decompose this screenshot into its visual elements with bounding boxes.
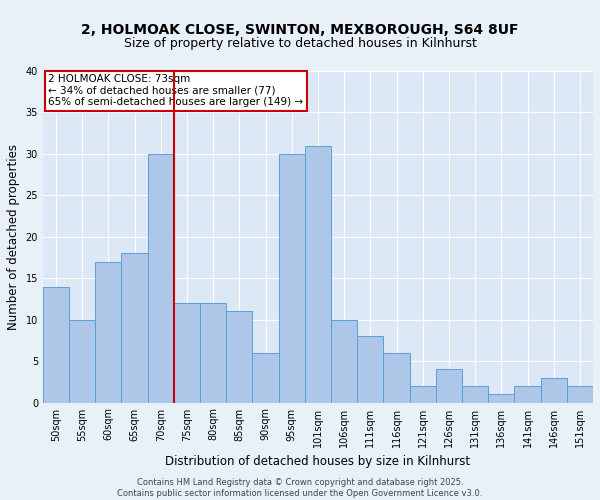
Bar <box>95 262 121 402</box>
Bar <box>69 320 95 402</box>
Text: Size of property relative to detached houses in Kilnhurst: Size of property relative to detached ho… <box>124 38 476 51</box>
Text: 2 HOLMOAK CLOSE: 73sqm
← 34% of detached houses are smaller (77)
65% of semi-det: 2 HOLMOAK CLOSE: 73sqm ← 34% of detached… <box>49 74 304 108</box>
Bar <box>357 336 383 402</box>
Bar <box>278 154 305 402</box>
Bar <box>331 320 357 402</box>
Bar <box>514 386 541 402</box>
Bar <box>488 394 514 402</box>
Bar <box>121 254 148 402</box>
Bar <box>541 378 567 402</box>
Bar <box>43 286 69 403</box>
Bar <box>567 386 593 402</box>
Bar <box>436 370 462 402</box>
Bar <box>253 353 278 403</box>
Bar <box>148 154 174 402</box>
X-axis label: Distribution of detached houses by size in Kilnhurst: Distribution of detached houses by size … <box>166 455 470 468</box>
Bar <box>226 312 253 402</box>
Bar <box>410 386 436 402</box>
Bar <box>383 353 410 403</box>
Bar <box>174 303 200 402</box>
Bar <box>305 146 331 402</box>
Bar <box>462 386 488 402</box>
Y-axis label: Number of detached properties: Number of detached properties <box>7 144 20 330</box>
Bar <box>200 303 226 402</box>
Text: 2, HOLMOAK CLOSE, SWINTON, MEXBOROUGH, S64 8UF: 2, HOLMOAK CLOSE, SWINTON, MEXBOROUGH, S… <box>81 22 519 36</box>
Text: Contains HM Land Registry data © Crown copyright and database right 2025.
Contai: Contains HM Land Registry data © Crown c… <box>118 478 482 498</box>
